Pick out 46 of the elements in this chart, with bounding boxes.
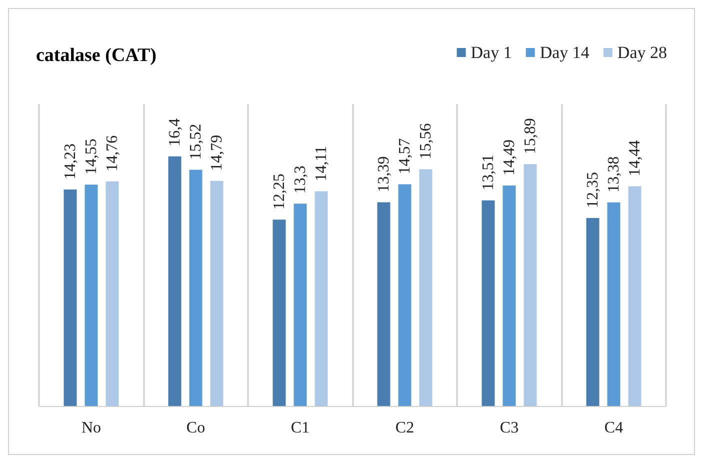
x-tick-label: Co [186,420,206,436]
data-label: 14,11 [312,146,330,182]
data-label: 15,52 [187,124,204,160]
bar [482,200,495,406]
data-label: 14,79 [208,134,226,171]
bar [586,218,600,406]
data-label: 14,57 [396,138,414,174]
data-label: 14,44 [626,140,644,176]
bar [502,185,516,406]
data-label: 13,38 [605,156,622,192]
bar [189,170,202,406]
bar [210,180,224,406]
data-label: 13,3 [292,166,309,194]
bar [314,191,328,406]
data-label: 14,76 [104,135,121,172]
data-label: 14,49 [500,139,518,176]
x-tick-label: C1 [290,420,310,436]
bar [524,164,537,406]
legend-label: Day 1 [470,43,512,62]
data-label: 14,55 [82,138,100,175]
bar [106,181,119,406]
data-label: 14,23 [62,143,79,180]
data-label: 13,39 [375,156,392,192]
bar [272,220,286,406]
x-tick-label: C2 [395,420,414,436]
x-tick-label: No [81,420,102,436]
bar [294,204,307,406]
data-label: 15,89 [522,118,539,154]
legend-label: Day 28 [617,43,668,62]
legend-label: Day 14 [540,43,590,62]
data-label: 16,4 [166,118,184,146]
data-label: 12,25 [270,174,288,210]
x-tick-label: C4 [604,420,624,436]
bar [84,184,98,406]
data-label: 13,51 [480,154,497,190]
data-label: 15,56 [417,123,434,160]
chart-title: catalase (CAT) [36,45,156,66]
x-tick-label: C3 [500,420,519,436]
bar [377,202,390,406]
bar [607,202,620,406]
bar [398,184,412,406]
bar [419,169,432,406]
data-label: 12,35 [584,172,602,208]
bar [628,186,642,406]
bar [168,156,182,406]
bar [64,189,77,406]
